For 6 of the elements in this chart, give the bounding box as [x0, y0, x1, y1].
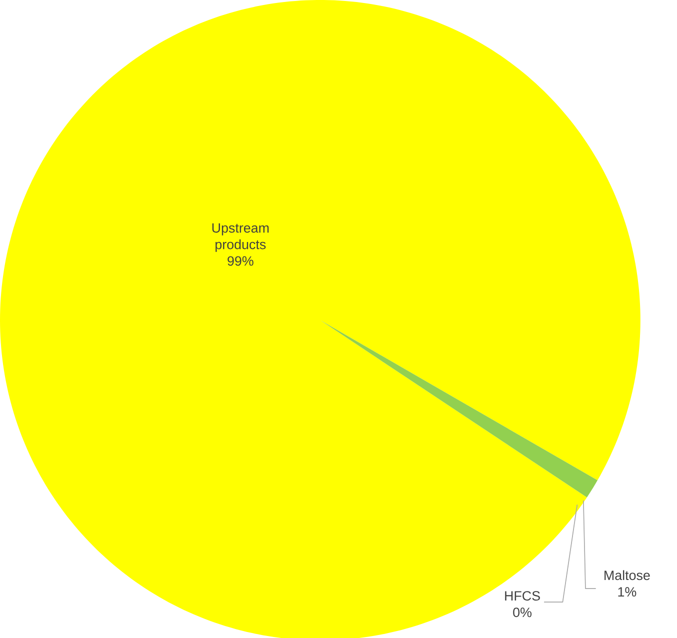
text: 0%	[513, 607, 532, 617]
data-label: 1%	[618, 587, 636, 596]
category-label: HFCS	[505, 590, 540, 600]
slice-label: Maltose	[604, 570, 650, 580]
data-label: 99%	[228, 256, 254, 266]
slice-label: Upstream products	[212, 223, 269, 252]
